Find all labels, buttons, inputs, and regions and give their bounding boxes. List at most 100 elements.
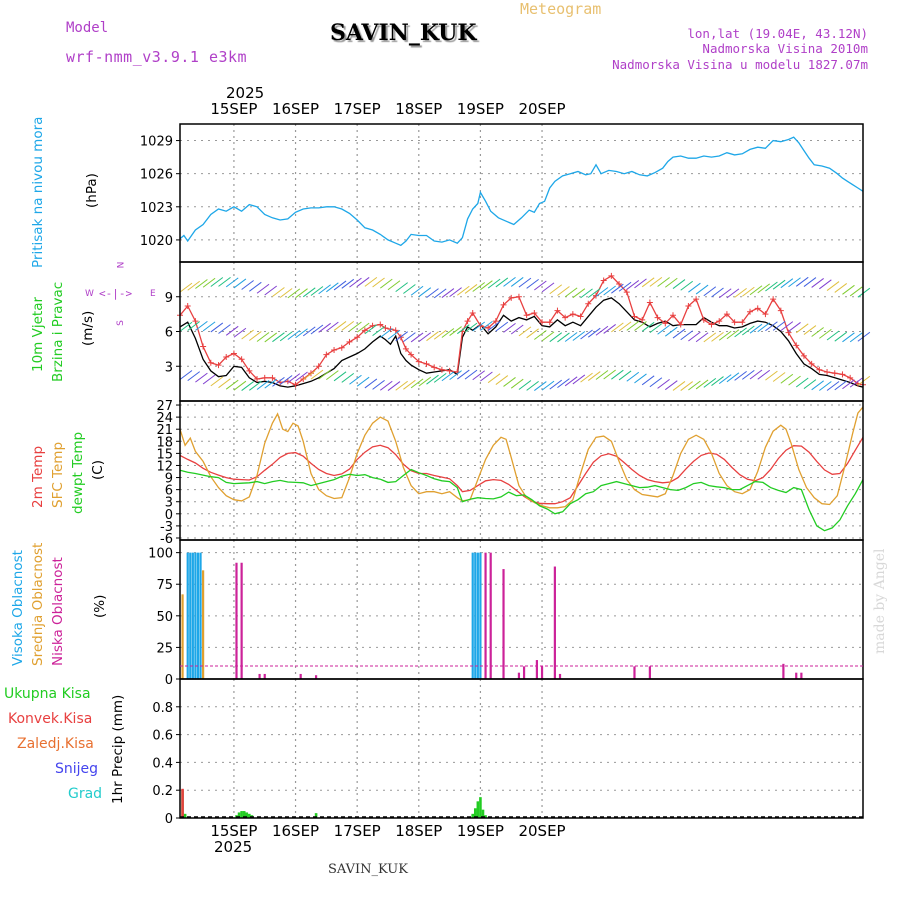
y-tick-label: 15 xyxy=(156,447,173,462)
wind-barb xyxy=(634,321,647,331)
wind-barb xyxy=(834,283,848,293)
wind-barb xyxy=(564,376,578,387)
wind-barb xyxy=(672,328,686,339)
y-tick-label: 1020 xyxy=(140,234,173,249)
date-label-top: 17SEP xyxy=(334,100,381,118)
wind-barb xyxy=(595,325,609,336)
bar-visoka-oblacnost xyxy=(196,552,200,679)
date-label-bottom: 17SEP xyxy=(334,822,381,840)
bar-ukupna-kisa xyxy=(471,813,475,818)
date-label-bottom: 20SEP xyxy=(518,822,565,840)
year-top: 2025 xyxy=(226,84,265,102)
wind-barb xyxy=(364,324,378,335)
gust-marker xyxy=(346,338,353,345)
wind-barb xyxy=(187,280,201,291)
compass-e: E xyxy=(150,289,156,299)
wind-barb xyxy=(449,326,462,336)
gust-marker xyxy=(215,362,222,369)
bar-niska-oblacnost xyxy=(517,672,521,679)
wind-barb xyxy=(256,380,270,390)
wind-barb xyxy=(503,276,516,287)
bar-visoka-oblacnost xyxy=(186,552,189,679)
wind-barb xyxy=(780,321,794,331)
wind-barb xyxy=(264,285,278,296)
bar-ukupna-kisa xyxy=(237,812,241,818)
wind-barb xyxy=(464,322,478,333)
wind-barb xyxy=(372,277,385,288)
gust-marker xyxy=(569,311,576,318)
wind-barb xyxy=(495,277,509,288)
wind-barb xyxy=(672,381,686,391)
gust-marker xyxy=(387,326,394,333)
wind-barb xyxy=(611,283,624,294)
gust-marker xyxy=(631,313,638,320)
wind-barb xyxy=(472,370,486,381)
gust-marker xyxy=(739,319,746,326)
wind-barb xyxy=(349,374,362,385)
wind-barb xyxy=(626,280,640,290)
gust-marker xyxy=(269,374,276,381)
elevation: Nadmorska Visina 2010m xyxy=(702,41,868,56)
wind-barb xyxy=(487,373,501,384)
wind-barb xyxy=(549,284,563,295)
wind-barb xyxy=(711,287,724,298)
wind-barb xyxy=(526,328,539,339)
wind-barb xyxy=(418,287,432,298)
wind-barb xyxy=(857,287,871,298)
gust-marker xyxy=(431,364,438,371)
y-tick-label: 0 xyxy=(165,812,173,827)
y-tick-label: 9 xyxy=(165,472,173,487)
date-label-bottom: 18SEP xyxy=(395,822,442,840)
wind-barb xyxy=(302,326,316,337)
model-label: Model xyxy=(66,20,109,36)
wind-barb xyxy=(495,321,509,332)
lonlat: lon,lat (19.04E, 43.12N) xyxy=(687,26,868,41)
wind-barb xyxy=(849,377,863,388)
wind-barb xyxy=(742,369,755,380)
wind-barb xyxy=(788,375,801,386)
precip-label-2: Konvek.Kisa xyxy=(8,711,93,727)
wind-barb xyxy=(264,332,278,343)
wind-barb xyxy=(225,379,239,390)
wind-barb xyxy=(264,378,278,389)
wind-barb xyxy=(734,287,747,298)
y-tick-label: 24 xyxy=(156,411,173,426)
wind-barb xyxy=(695,332,709,343)
wind-barb xyxy=(218,324,231,334)
wind-barb xyxy=(403,379,416,390)
gust-marker xyxy=(238,356,245,363)
bar-ukupna-kisa xyxy=(245,812,249,818)
gust-marker xyxy=(292,381,299,388)
gust-marker xyxy=(562,314,569,321)
wind-barb xyxy=(518,380,532,390)
wind-barb xyxy=(634,278,647,289)
footer-station: SAVIN_KUK xyxy=(328,862,408,877)
wind-barb xyxy=(742,325,755,336)
gust-marker xyxy=(577,313,584,320)
wind-barb xyxy=(734,370,747,381)
gust-marker xyxy=(654,314,661,321)
wind-barb xyxy=(341,321,355,331)
gust-marker xyxy=(816,366,823,373)
wind-barb xyxy=(287,330,301,340)
gust-marker xyxy=(408,351,415,358)
bar-niska-oblacnost xyxy=(535,660,539,679)
bar-niska-oblacnost xyxy=(314,675,318,679)
y-tick-label: 0.4 xyxy=(152,756,173,771)
bar-konvek.kisa xyxy=(181,788,184,818)
wind-barb xyxy=(734,327,747,338)
wind-barb xyxy=(834,331,848,342)
wind-barb xyxy=(433,288,447,299)
gust-marker xyxy=(731,319,738,326)
wind-barb xyxy=(826,381,840,391)
wind-barb xyxy=(618,281,632,292)
wind-barb xyxy=(249,281,262,292)
wind-barb xyxy=(233,327,247,338)
y-tick-label: 9 xyxy=(165,291,173,306)
wind-barb xyxy=(572,288,586,299)
wind-barb xyxy=(310,286,324,296)
bar-visoka-oblacnost xyxy=(194,552,197,679)
wind-barb xyxy=(403,284,416,294)
bar-ukupna-kisa xyxy=(242,811,246,818)
